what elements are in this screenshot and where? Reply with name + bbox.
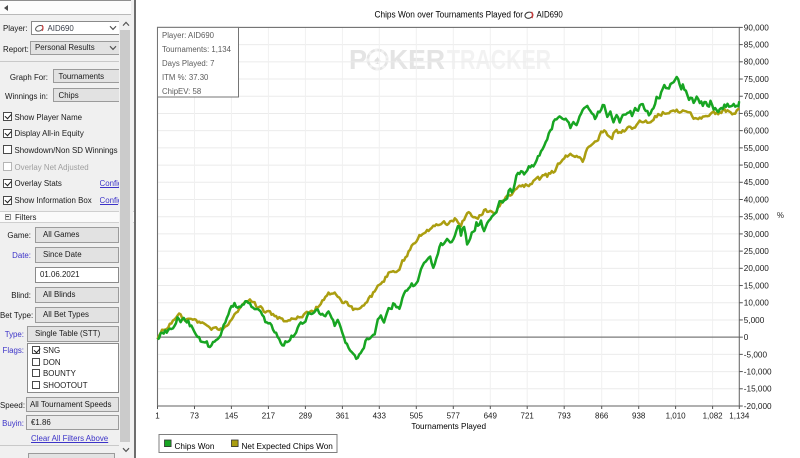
svg-text:35,000: 35,000 bbox=[744, 213, 769, 222]
svg-text:938: 938 bbox=[632, 411, 646, 420]
svg-text:80,000: 80,000 bbox=[744, 58, 769, 67]
svg-text:793: 793 bbox=[558, 411, 572, 420]
svg-text:TRACKER: TRACKER bbox=[447, 44, 551, 75]
svg-text:KER: KER bbox=[389, 44, 445, 75]
svg-text:85,000: 85,000 bbox=[744, 41, 769, 50]
svg-text:15,000: 15,000 bbox=[744, 281, 769, 290]
svg-text:0: 0 bbox=[744, 333, 749, 342]
svg-text:20,000: 20,000 bbox=[744, 264, 769, 273]
svg-text:-10,000: -10,000 bbox=[744, 367, 772, 376]
svg-text:Player: AID690: Player: AID690 bbox=[162, 31, 215, 40]
svg-text:Net Expected Chips Won: Net Expected Chips Won bbox=[242, 442, 334, 451]
svg-text:721: 721 bbox=[521, 411, 535, 420]
svg-text:866: 866 bbox=[595, 411, 609, 420]
svg-text:649: 649 bbox=[484, 411, 498, 420]
svg-text:55,000: 55,000 bbox=[744, 144, 769, 153]
svg-text:70,000: 70,000 bbox=[744, 92, 769, 101]
svg-text:ITM %: 37.30: ITM %: 37.30 bbox=[162, 73, 209, 82]
svg-text:75,000: 75,000 bbox=[744, 75, 769, 84]
svg-text:30,000: 30,000 bbox=[744, 230, 769, 239]
svg-text:217: 217 bbox=[262, 411, 276, 420]
svg-text:Chips Won over Tournaments Pla: Chips Won over Tournaments Played for bbox=[375, 10, 524, 20]
svg-text:577: 577 bbox=[447, 411, 461, 420]
svg-text:25,000: 25,000 bbox=[744, 247, 769, 256]
svg-text:289: 289 bbox=[299, 411, 313, 420]
svg-text:P: P bbox=[349, 44, 367, 75]
svg-text:-15,000: -15,000 bbox=[744, 385, 772, 394]
svg-text:40,000: 40,000 bbox=[744, 195, 769, 204]
svg-text:-5,000: -5,000 bbox=[744, 350, 768, 359]
svg-text:50,000: 50,000 bbox=[744, 161, 769, 170]
svg-text:45,000: 45,000 bbox=[744, 178, 769, 187]
svg-text:AID690: AID690 bbox=[537, 10, 563, 20]
svg-text:10,000: 10,000 bbox=[744, 299, 769, 308]
svg-text:-20,000: -20,000 bbox=[744, 402, 772, 411]
svg-text:5,000: 5,000 bbox=[744, 316, 765, 325]
svg-text:145: 145 bbox=[225, 411, 239, 420]
svg-text:1,010: 1,010 bbox=[666, 411, 687, 420]
svg-text:1: 1 bbox=[155, 411, 160, 420]
svg-text:361: 361 bbox=[336, 411, 350, 420]
svg-text:Tournaments: 1,134: Tournaments: 1,134 bbox=[162, 45, 232, 54]
svg-text:Tournaments Played: Tournaments Played bbox=[411, 422, 486, 431]
svg-text:60,000: 60,000 bbox=[744, 127, 769, 136]
svg-text:65,000: 65,000 bbox=[744, 109, 769, 118]
svg-text:505: 505 bbox=[410, 411, 424, 420]
svg-text:73: 73 bbox=[190, 411, 199, 420]
svg-text:433: 433 bbox=[373, 411, 387, 420]
svg-text:1,082: 1,082 bbox=[703, 411, 724, 420]
svg-text:♠: ♠ bbox=[374, 53, 381, 67]
svg-text:ChipEV: 58: ChipEV: 58 bbox=[162, 87, 201, 96]
svg-text:90,000: 90,000 bbox=[744, 23, 769, 32]
svg-text:%: % bbox=[777, 211, 784, 220]
svg-text:Chips Won: Chips Won bbox=[175, 442, 215, 451]
svg-text:Days Played: 7: Days Played: 7 bbox=[162, 59, 214, 68]
svg-text:1,134: 1,134 bbox=[729, 411, 750, 420]
